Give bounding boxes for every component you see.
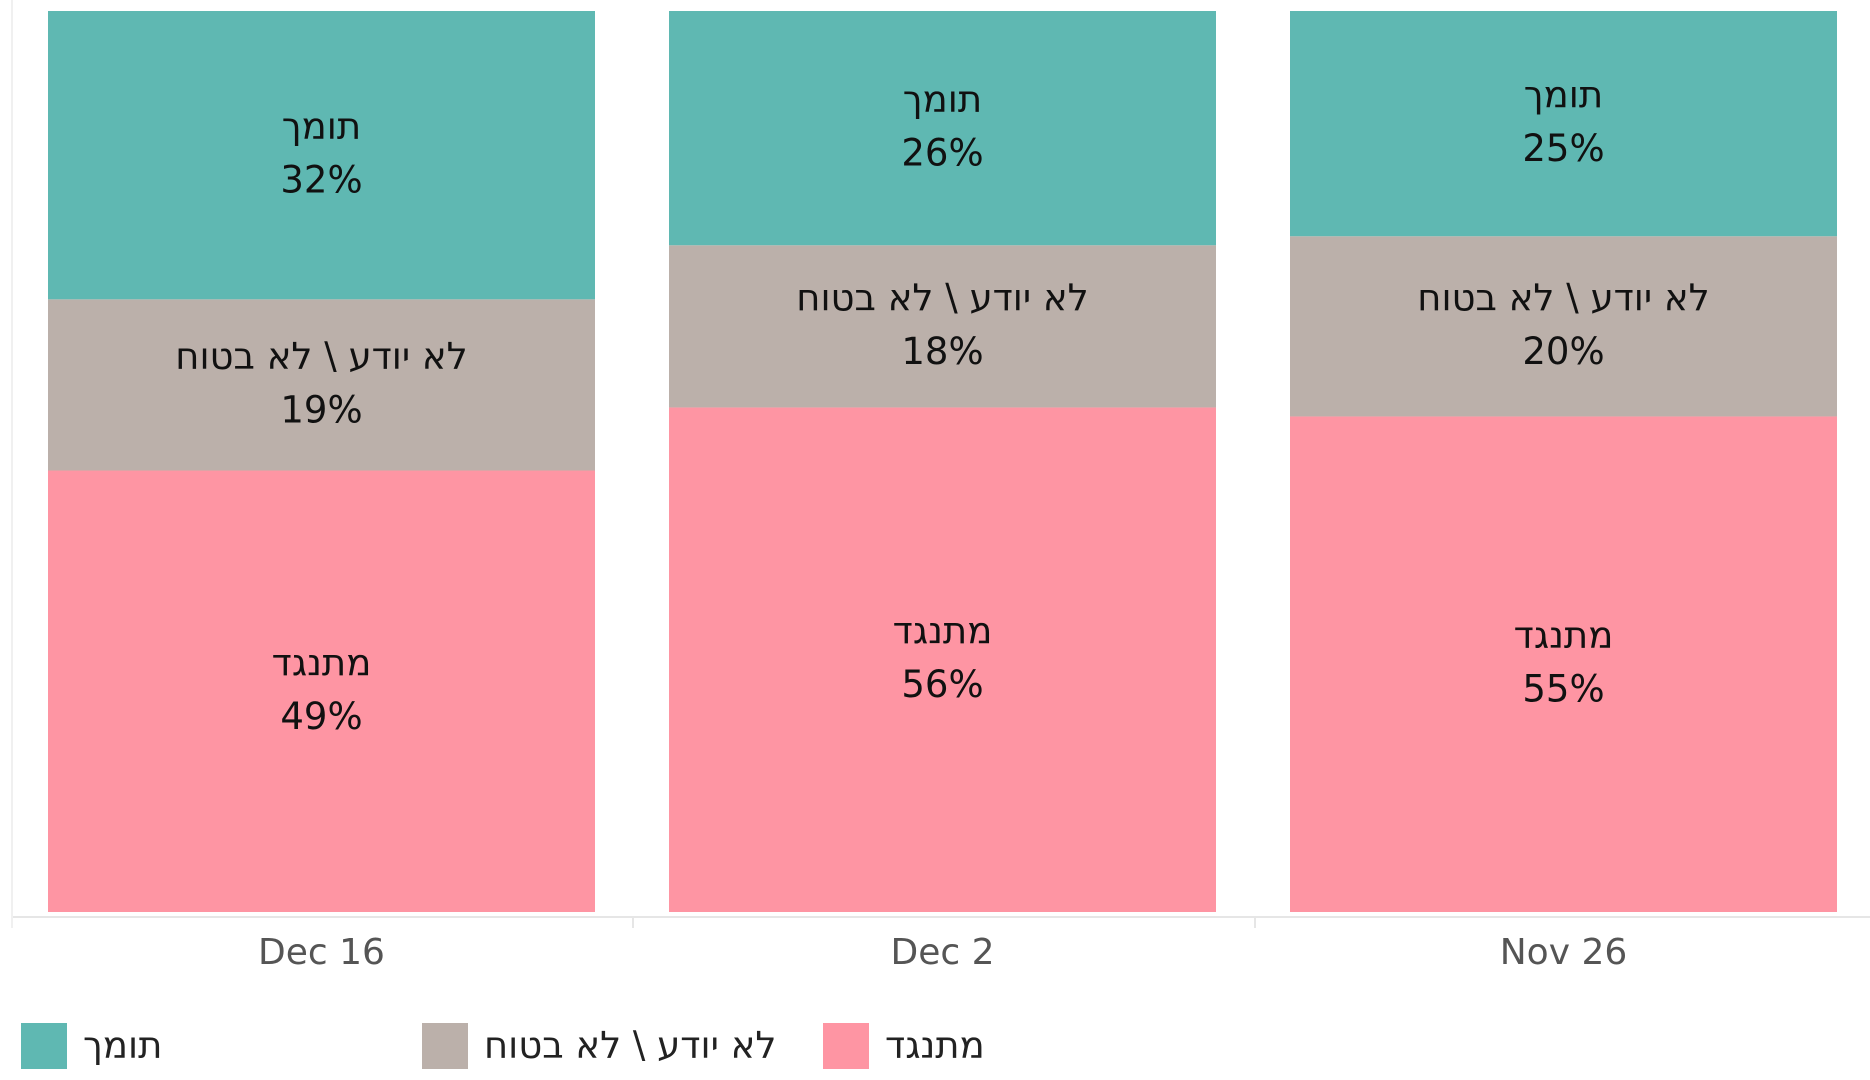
data-label: 25% [1522,127,1604,170]
data-label: 19% [280,388,362,431]
x-tick-label: Nov 26 [1500,932,1628,973]
data-label: 18% [901,330,983,373]
data-label: 56% [901,663,983,706]
bar-segment [669,407,1216,912]
bar-segment [48,470,595,912]
segment-name: לא יודע \ לא בטוח [1417,276,1709,319]
segment-name: תומך [903,78,982,121]
segment-name: תומך [1524,73,1603,116]
data-label: 32% [280,159,362,202]
legend-label: לא יודע \ לא בטוח [484,1024,776,1067]
legend-swatch [21,1023,67,1069]
data-label: 49% [280,695,362,738]
segment-name: לא יודע \ לא בטוח [175,334,467,377]
segment-name: לא יודע \ לא בטוח [796,276,1088,319]
x-tick-label: Dec 16 [258,932,385,973]
data-label: 55% [1522,668,1604,711]
bar-segment [1290,416,1837,912]
bar-segment [669,245,1216,408]
bar-segment [48,11,595,300]
segment-name: מתנגד [272,641,372,684]
segment-name: תומך [282,105,361,148]
x-tick-label: Dec 2 [890,932,994,973]
bar-segment [1290,11,1837,237]
segment-name: מתנגד [893,609,993,652]
segment-name: מתנגד [1514,614,1614,657]
legend-label: תומך [83,1024,162,1067]
legend-swatch [422,1023,468,1069]
data-label: 26% [901,132,983,175]
data-label: 20% [1522,330,1604,373]
bar-segment [1290,236,1837,417]
legend-label: מתנגד [885,1024,985,1067]
legend-swatch [823,1023,869,1069]
bar-segment [669,11,1216,246]
bar-segment [48,299,595,471]
